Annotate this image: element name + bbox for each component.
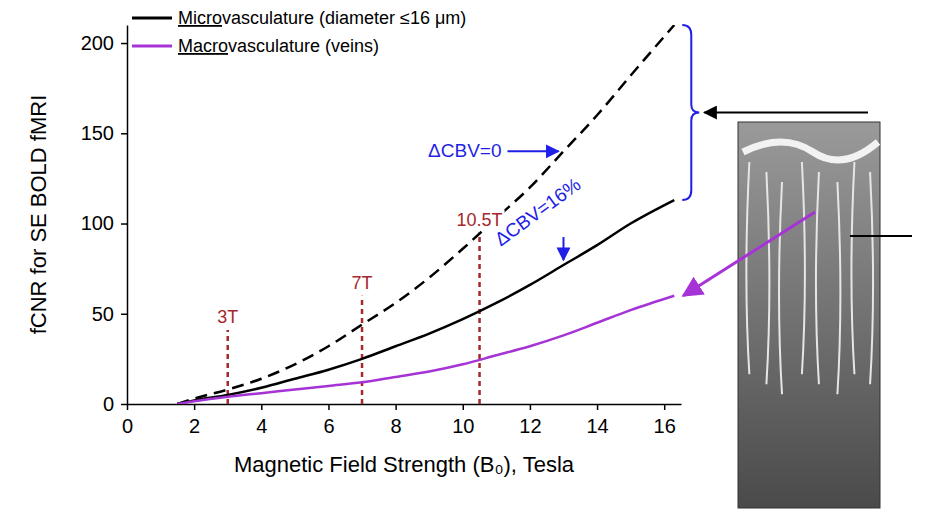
bracket-arrow	[704, 112, 868, 114]
inset-vessel	[779, 182, 782, 394]
tick-mark	[121, 133, 127, 135]
field-line	[226, 330, 229, 404]
macro-arrow	[683, 212, 815, 296]
label-background	[215, 307, 240, 327]
x-axis-title: Magnetic Field Strength (B₀), Tesla	[234, 452, 575, 477]
plot-area	[177, 25, 674, 404]
tick: 16	[654, 404, 676, 437]
annotation-arrow	[562, 237, 564, 260]
chart-svg: 0 2 4 6 8 10 12 14 16 0 50 100 150 200 Magnetic Field …	[0, 0, 947, 513]
tick: 150	[81, 122, 127, 144]
tick-label: 100	[81, 212, 114, 234]
axis-line	[127, 26, 129, 405]
tick: 0	[122, 404, 133, 437]
y-axis-title: fCNR for SE BOLD fMRI	[26, 95, 51, 335]
legend-label: Microvasculature (diameter ≤16 μm)	[178, 8, 466, 28]
tick: 4	[256, 404, 267, 437]
annotation-arrow	[507, 150, 558, 152]
tick-label: 6	[323, 415, 334, 437]
label-background	[350, 273, 375, 293]
field-label-group: 10.5T	[455, 210, 505, 230]
tick-mark	[597, 404, 599, 410]
tick-mark	[121, 404, 127, 406]
legend: Microvasculature (diameter ≤16 μm)Macrov…	[132, 8, 466, 56]
field-label-group: 3T	[215, 307, 240, 327]
field-line	[361, 296, 364, 404]
legend-label-part: vasculature (diameter ≤16 μm)	[222, 8, 466, 28]
tick-mark	[328, 404, 330, 410]
inset-pointer	[850, 235, 912, 237]
tick-mark	[664, 404, 666, 410]
tick-mark	[121, 314, 127, 316]
y-axis: 0 50 100 150 200	[81, 26, 128, 415]
annotation-label: ΔCBV=16%	[491, 174, 585, 250]
legend-label: Macrovasculature (veins)	[178, 36, 379, 56]
tick: 6	[323, 404, 334, 437]
tick-mark	[121, 223, 127, 225]
tick-mark	[395, 404, 397, 410]
inset-background	[738, 122, 880, 508]
bracket	[682, 25, 699, 200]
tick-label: 0	[103, 393, 114, 415]
tick: 50	[92, 303, 127, 325]
series-line	[177, 200, 674, 404]
inset-vessel	[851, 162, 854, 374]
tick-label: 4	[256, 415, 267, 437]
tick-label: 12	[519, 415, 541, 437]
tick-mark	[194, 404, 196, 410]
tick-label: 200	[81, 32, 114, 54]
tick-label: 150	[81, 122, 114, 144]
series-line	[177, 296, 674, 404]
inset-vessel	[802, 162, 805, 374]
series-line	[177, 25, 674, 404]
field-line	[478, 233, 481, 404]
field-label: 3T	[217, 307, 238, 327]
tick: 10	[452, 404, 474, 437]
tick-label: 10	[452, 415, 474, 437]
legend-swatch	[132, 17, 172, 20]
tick-label: 0	[122, 415, 133, 437]
tick-label: 50	[92, 303, 114, 325]
tick-mark	[261, 404, 263, 410]
annotation-label: ΔCBV=0	[428, 140, 501, 161]
annotations: ΔCBV=16% ΔCBV=0	[428, 140, 585, 260]
field-label: 7T	[352, 273, 373, 293]
inset-surface-vessel	[743, 142, 878, 160]
tick-label: 14	[586, 415, 608, 437]
tick-label: 2	[189, 415, 200, 437]
label-background	[455, 210, 505, 230]
x-axis: 0 2 4 6 8 10 12 14 16	[122, 404, 682, 437]
axis-line	[128, 404, 682, 406]
inset-vessel	[816, 172, 819, 384]
tick-mark	[121, 43, 127, 45]
legend-label-part: Macro	[178, 36, 228, 56]
chart-container: 0 2 4 6 8 10 12 14 16 0 50 100 150 200 Magnetic Field …	[0, 0, 947, 513]
inset-vessel	[837, 182, 840, 394]
tick: 12	[519, 404, 541, 437]
tick: 200	[81, 32, 127, 54]
field-label: 10.5T	[457, 210, 503, 230]
inset-vessel	[766, 172, 769, 384]
tick: 100	[81, 212, 127, 234]
tick-mark	[530, 404, 532, 410]
tick-mark	[463, 404, 465, 410]
legend-swatch	[132, 45, 172, 48]
field-labels: 3T 7T 10.5T	[215, 210, 504, 327]
inset-vessel	[870, 172, 873, 384]
tick-label: 16	[654, 415, 676, 437]
field-label-group: 7T	[350, 273, 375, 293]
legend-label-part: vasculature (veins)	[228, 36, 379, 56]
tick: 8	[391, 404, 402, 437]
inset-vessel	[746, 162, 749, 374]
tick-label: 8	[391, 415, 402, 437]
legend-label-part: Micro	[178, 8, 222, 28]
inset-image	[738, 122, 880, 508]
tick: 0	[103, 393, 127, 415]
tick: 2	[189, 404, 200, 437]
tick: 14	[586, 404, 608, 437]
